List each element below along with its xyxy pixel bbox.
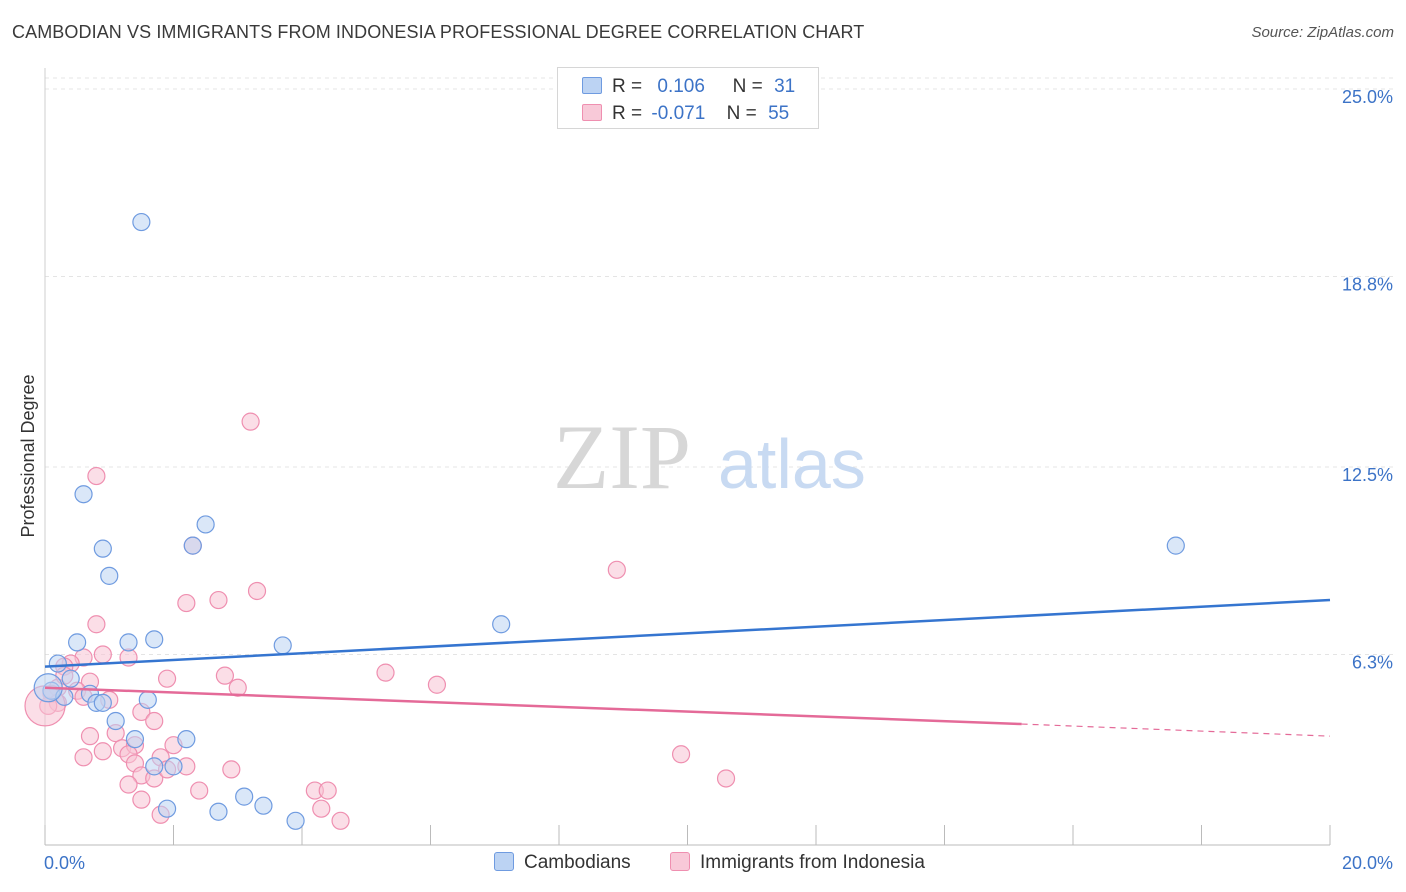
- data-point-cambodians: [145, 757, 164, 776]
- y-tick-label: 12.5%: [1342, 465, 1393, 485]
- data-point-indonesia: [671, 745, 691, 764]
- data-point-indonesia: [241, 412, 260, 431]
- data-point-cambodians: [235, 787, 254, 806]
- legend-r-value: 0.106: [657, 76, 705, 97]
- legend-r-label: R =: [612, 76, 643, 97]
- y-tick-label: 18.8%: [1342, 274, 1393, 294]
- bottom-legend-label: Immigrants from Indonesia: [700, 852, 925, 873]
- data-point-cambodians: [61, 669, 80, 688]
- y-tick-label: 25.0%: [1342, 87, 1393, 107]
- x-tick-label: 20.0%: [1342, 853, 1393, 873]
- data-point-indonesia: [93, 645, 112, 664]
- data-point-indonesia: [247, 581, 267, 601]
- data-point-indonesia: [312, 799, 331, 818]
- data-point-cambodians: [177, 730, 196, 749]
- data-point-indonesia: [427, 675, 447, 694]
- trend-line-cambodians: [44, 598, 1331, 668]
- data-point-cambodians: [196, 515, 215, 534]
- data-point-indonesia: [177, 593, 196, 613]
- chart-title: CAMBODIAN VS IMMIGRANTS FROM INDONESIA P…: [12, 22, 865, 42]
- data-point-indonesia: [74, 748, 93, 767]
- data-point-cambodians: [132, 212, 151, 232]
- bottom-legend-indonesia: Immigrants from Indonesia: [670, 852, 925, 874]
- data-point-cambodians: [93, 693, 112, 712]
- x-tick-label: 0.0%: [44, 853, 85, 873]
- trend-lines: [44, 598, 1331, 737]
- tick-labels: 6.3% 12.5% 18.8% 25.0% 0.0% 20.0%: [44, 87, 1393, 873]
- data-point-cambodians: [74, 485, 93, 504]
- legend-row-indonesia: R = -0.071 N = 55: [582, 103, 789, 125]
- data-point-cambodians: [106, 711, 125, 731]
- bottom-legend-cambodians: Cambodians: [494, 852, 631, 874]
- y-tick-label: 6.3%: [1352, 652, 1393, 672]
- data-point-cambodians: [1166, 536, 1185, 555]
- data-point-indonesia: [119, 775, 138, 794]
- source-label: Source: ZipAtlas.com: [1251, 24, 1394, 41]
- data-point-indonesia: [80, 727, 100, 746]
- data-point-cambodians: [138, 690, 157, 709]
- legend-n-label: N =: [726, 103, 757, 124]
- series-cambodians-points: [33, 212, 1185, 830]
- watermark-atlas: atlas: [718, 425, 866, 503]
- bottom-legend-swatch-pink: [670, 852, 690, 871]
- data-point-indonesia: [228, 678, 247, 697]
- data-point-indonesia: [87, 466, 106, 486]
- data-point-cambodians: [93, 539, 112, 558]
- data-point-indonesia: [132, 790, 151, 809]
- data-point-cambodians: [68, 633, 87, 652]
- data-point-cambodians: [145, 630, 164, 649]
- data-point-cambodians: [164, 757, 183, 776]
- data-point-indonesia: [93, 742, 112, 761]
- data-point-cambodians: [100, 566, 119, 585]
- watermark: ZIP atlas: [553, 406, 866, 508]
- data-point-indonesia: [157, 669, 177, 688]
- data-point-indonesia: [145, 711, 164, 731]
- y-axis-label: Professional Degree: [18, 374, 38, 537]
- data-point-indonesia: [716, 769, 736, 788]
- data-point-indonesia: [87, 615, 106, 634]
- legend-n-value: 55: [768, 103, 790, 124]
- legend-r-label: R =: [612, 103, 643, 124]
- legend-row-cambodians: R = 0.106 N = 31: [582, 76, 795, 98]
- data-point-cambodians: [286, 811, 305, 830]
- legend-swatch-pink: [582, 104, 602, 121]
- data-point-cambodians: [125, 730, 145, 749]
- data-point-indonesia: [318, 781, 337, 800]
- legend-n-value: 31: [774, 76, 796, 97]
- trend-line-indonesia: [44, 686, 1022, 726]
- bottom-legend-swatch-blue: [494, 852, 514, 871]
- data-point-cambodians: [183, 536, 202, 555]
- legend-swatch-blue: [582, 77, 602, 94]
- data-point-cambodians: [48, 654, 67, 673]
- data-point-indonesia: [607, 560, 626, 579]
- data-point-indonesia: [209, 590, 228, 610]
- data-point-cambodians: [209, 802, 228, 821]
- trend-line-indonesia-dashed: [1021, 723, 1331, 737]
- watermark-zip: ZIP: [553, 406, 691, 508]
- data-point-cambodians: [119, 633, 138, 652]
- data-point-cambodians: [273, 636, 292, 655]
- data-point-indonesia: [190, 781, 209, 800]
- grid-lines: [45, 77, 1393, 655]
- legend-r-value: -0.071: [651, 103, 706, 124]
- legend-n-label: N =: [732, 76, 763, 97]
- data-point-cambodians: [254, 796, 273, 815]
- data-point-indonesia: [215, 666, 234, 685]
- bottom-legend-label: Cambodians: [524, 852, 631, 873]
- data-point-indonesia: [222, 760, 241, 779]
- data-point-indonesia: [376, 663, 395, 682]
- data-point-indonesia: [331, 811, 350, 830]
- data-point-cambodians: [492, 615, 511, 634]
- data-point-cambodians: [157, 799, 177, 818]
- legend-box: R = 0.106 N = 31 R = -0.071 N = 55: [557, 67, 819, 129]
